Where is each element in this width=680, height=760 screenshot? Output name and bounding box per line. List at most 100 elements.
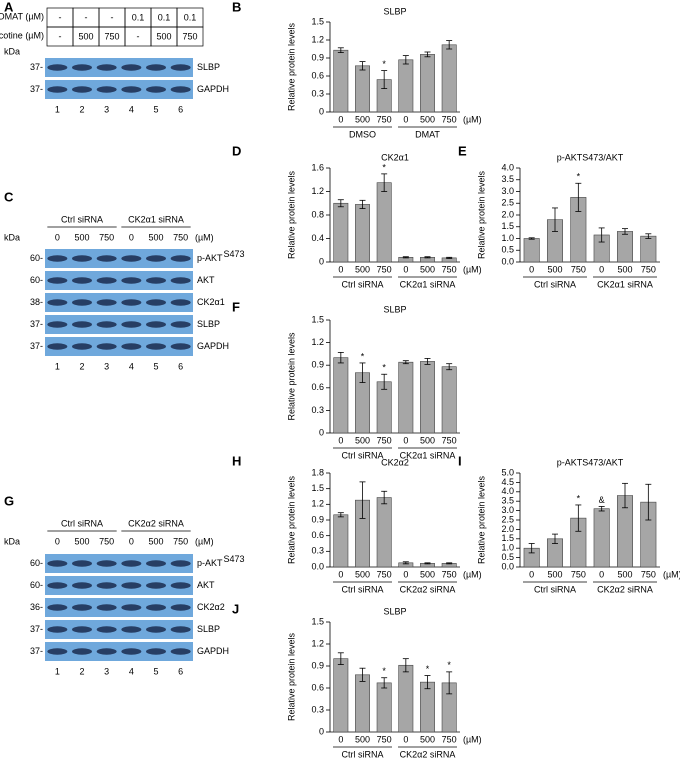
blot-strip xyxy=(45,337,193,356)
y-tick-label: 1.2 xyxy=(311,638,324,648)
band-label: p-AKT xyxy=(197,558,223,568)
x-tick-label: 750 xyxy=(377,114,392,124)
bar xyxy=(523,238,540,263)
blot-band xyxy=(96,277,117,284)
blot-band xyxy=(121,648,142,655)
x-tick-label: 0 xyxy=(403,435,408,445)
blot-band xyxy=(170,582,191,589)
blot-strip xyxy=(45,598,193,617)
x-tick-label: 750 xyxy=(442,435,457,445)
kda-marker: 60- xyxy=(30,558,43,568)
blot-band xyxy=(47,604,68,611)
y-tick-label: 0 xyxy=(319,427,324,437)
group-label: CK2α1 siRNA xyxy=(597,279,653,289)
y-tick-label: 0 xyxy=(319,726,324,736)
blot-strip xyxy=(45,576,193,595)
blot-band xyxy=(47,277,68,284)
blot-band xyxy=(96,299,117,306)
kda-label: kDa xyxy=(4,536,20,546)
kda-marker: 37- xyxy=(30,646,43,656)
bar xyxy=(333,357,349,434)
table-cell xyxy=(176,26,204,47)
blot-band xyxy=(121,560,142,567)
treatment-label: DMAT (µM) xyxy=(0,11,44,21)
x-tick-label: 0 xyxy=(338,734,343,744)
panel-letter: A xyxy=(4,0,14,14)
x-tick-label: 500 xyxy=(355,734,370,744)
blot-band xyxy=(121,321,142,328)
blot-band xyxy=(47,255,68,262)
y-tick-label: 1.5 xyxy=(501,533,514,543)
bar xyxy=(593,508,610,568)
y-tick-label: 3.0 xyxy=(501,186,514,196)
y-tick-label: 0.6 xyxy=(311,70,324,80)
blot-band xyxy=(72,299,92,306)
x-tick-label: 750 xyxy=(641,264,656,274)
blot-band xyxy=(72,626,92,633)
blot-band xyxy=(146,626,166,633)
y-axis-label: Relative protein levels xyxy=(286,170,296,259)
blot-band xyxy=(96,321,117,328)
lane-number: 4 xyxy=(129,666,134,676)
y-tick-label: 0.3 xyxy=(311,88,324,98)
x-tick-label: 500 xyxy=(617,569,632,579)
treatment-value: - xyxy=(59,12,62,22)
x-tick-label: 0 xyxy=(403,734,408,744)
blot-band xyxy=(121,255,142,262)
blot-band xyxy=(72,255,92,262)
lane-number: 2 xyxy=(79,104,84,114)
band-label: CK2α1 xyxy=(197,297,225,307)
panel-letter: J xyxy=(232,601,239,616)
kda-marker: 37- xyxy=(30,341,43,351)
y-tick-label: 0 xyxy=(319,106,324,116)
blot-strip xyxy=(45,271,193,290)
blot-strip xyxy=(45,293,193,312)
y-tick-label: 1.0 xyxy=(501,543,514,553)
y-tick-label: 4.5 xyxy=(501,477,514,487)
significance-marker: * xyxy=(382,162,386,172)
panel-letter: E xyxy=(458,143,467,158)
blot-band xyxy=(170,255,191,262)
y-tick-label: 1.5 xyxy=(311,16,324,26)
y-tick-label: 0.3 xyxy=(311,704,324,714)
y-axis-label: Relative protein levels xyxy=(286,22,296,111)
blot-strip xyxy=(45,315,193,334)
y-tick-label: 1.2 xyxy=(311,186,324,196)
bar xyxy=(441,44,457,113)
blot-band xyxy=(146,560,166,567)
blot-band xyxy=(96,86,117,93)
blot-band xyxy=(96,343,117,350)
y-tick-label: 2.0 xyxy=(501,209,514,219)
panel-letter: I xyxy=(458,453,462,468)
dose-label: 500 xyxy=(74,536,89,546)
x-tick-label: 0 xyxy=(403,264,408,274)
blot-band xyxy=(121,64,142,71)
unit-label: (µM) xyxy=(463,114,482,124)
significance-marker: * xyxy=(382,59,386,69)
y-tick-label: 0.6 xyxy=(311,382,324,392)
kda-label: kDa xyxy=(4,232,20,242)
blot-band xyxy=(72,604,92,611)
group-label: CK2α1 siRNA xyxy=(400,450,456,460)
group-label: DMAT xyxy=(415,129,440,139)
blot-band xyxy=(47,321,68,328)
x-tick-label: 0 xyxy=(338,264,343,274)
band-label: GAPDH xyxy=(197,341,229,351)
blot-band xyxy=(146,255,166,262)
blot-band xyxy=(170,321,191,328)
dose-label: 750 xyxy=(173,232,188,242)
group-label: Ctrl siRNA xyxy=(342,749,384,759)
blot-band xyxy=(121,626,142,633)
y-tick-label: 0.4 xyxy=(311,233,324,243)
y-axis-label: Relative protein levels xyxy=(286,632,296,721)
band-label-superscript: S473 xyxy=(224,554,245,564)
x-tick-label: 500 xyxy=(420,264,435,274)
x-tick-label: 0 xyxy=(338,569,343,579)
blot-band xyxy=(47,343,68,350)
blot-band xyxy=(170,299,191,306)
y-tick-label: 4.0 xyxy=(501,162,514,172)
y-tick-label: 3.5 xyxy=(501,496,514,506)
x-tick-label: 500 xyxy=(420,569,435,579)
kda-marker: 37- xyxy=(30,624,43,634)
significance-marker: * xyxy=(577,172,581,182)
